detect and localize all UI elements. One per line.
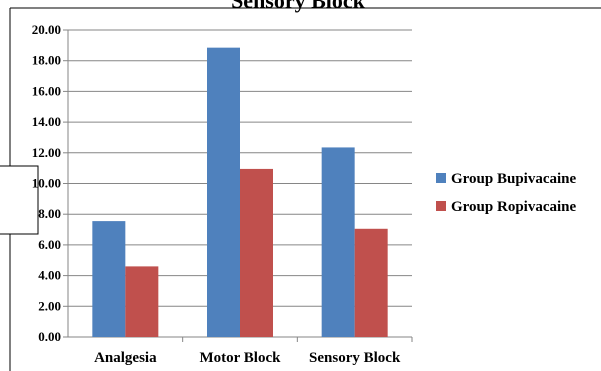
y-tick-label: 2.00 [38, 298, 61, 313]
y-tick-label: 10.00 [32, 176, 61, 191]
bar-analgesia-bupivacaine [92, 221, 126, 337]
legend-label: Group Bupivacaine [451, 171, 577, 187]
bar-motor-block-bupivacaine [207, 47, 240, 338]
legend-swatch [436, 173, 446, 183]
bar-analgesia-ropivacaine [125, 266, 159, 337]
bars [92, 47, 388, 338]
chart-title: Sensory Block [231, 0, 366, 13]
legend-label: Group Ropivacaine [451, 199, 576, 215]
x-category-label: Analgesia [94, 350, 157, 366]
y-tick-label: 12.00 [32, 145, 61, 160]
legend: Group Bupivacaine Group Ropivacaine [436, 171, 577, 215]
y-tick-label: 14.00 [32, 114, 61, 129]
y-tick-labels: 0.00 2.00 4.00 6.00 8.00 10.00 12.00 14.00 16.00… [32, 22, 61, 344]
y-tick-label: 18.00 [32, 53, 61, 68]
bar-sensory-block-bupivacaine [321, 147, 355, 337]
x-category-label: Motor Block [200, 350, 282, 366]
legend-swatch [436, 201, 446, 211]
bar-sensory-block-ropivacaine [354, 228, 388, 337]
y-tick-label: 4.00 [38, 268, 61, 283]
y-tick-label: 20.00 [32, 22, 61, 37]
x-category-label: Sensory Block [309, 350, 401, 366]
clipped-axis-label-box [0, 165, 39, 235]
y-tick-label: 6.00 [38, 237, 61, 252]
x-category-labels: Analgesia Motor Block Sensory Block [94, 350, 401, 366]
y-tick-label: 8.00 [38, 206, 61, 221]
y-tick-label: 0.00 [38, 329, 61, 344]
bar-motor-block-ropivacaine [240, 168, 273, 337]
y-tick-label: 16.00 [32, 83, 61, 98]
